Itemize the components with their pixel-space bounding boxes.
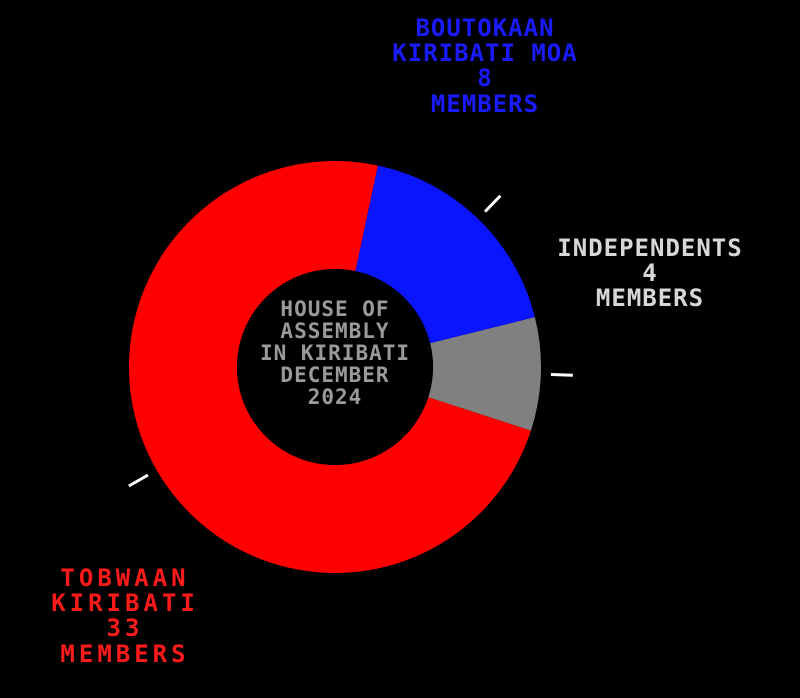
slice-boutokaan-kiribati-moa (355, 165, 535, 344)
title-line: 2024 (307, 385, 363, 410)
member-count: 4 (642, 259, 658, 288)
slice-label-independents: INDEPENDENTS 4 MEMBERS (505, 234, 795, 313)
donut-hole (237, 269, 433, 465)
party-name-line: TOBWAAN (60, 564, 190, 592)
member-unit: MEMBERS (595, 284, 705, 313)
slice-label-boutokaan-kiribati-moa: BOUTOKAAN KIRIBATI MOA 8 MEMBERS (330, 14, 640, 118)
party-name-line: INDEPENDENTS (557, 234, 743, 262)
title-line: ASSEMBLY (280, 319, 390, 344)
member-count: 8 (477, 64, 493, 93)
title-line: HOUSE OF (280, 297, 390, 321)
party-name-line: KIRIBATI (51, 589, 199, 618)
leader-line-boutokaan-kiribati-moa (483, 194, 502, 213)
slice-independents (428, 317, 541, 431)
slice-label-tobwaan-kiribati: TOBWAAN KIRIBATI 33 MEMBERS (10, 564, 240, 668)
member-unit: MEMBERS (60, 639, 190, 668)
leader-line-tobwaan-kiribati (128, 473, 149, 488)
party-name-line: KIRIBATI MOA (392, 39, 578, 68)
leader-line-independents (550, 373, 573, 377)
member-unit: MEMBERS (430, 89, 540, 118)
title-line: DECEMBER (280, 363, 390, 388)
title-line: IN KIRIBATI (259, 341, 411, 366)
party-name-line: BOUTOKAAN (415, 14, 555, 42)
slice-tobwaan-kiribati (129, 161, 531, 573)
member-count: 33 (106, 614, 144, 643)
chart-title: HOUSE OF ASSEMBLY IN KIRIBATI DECEMBER 2… (230, 298, 440, 408)
